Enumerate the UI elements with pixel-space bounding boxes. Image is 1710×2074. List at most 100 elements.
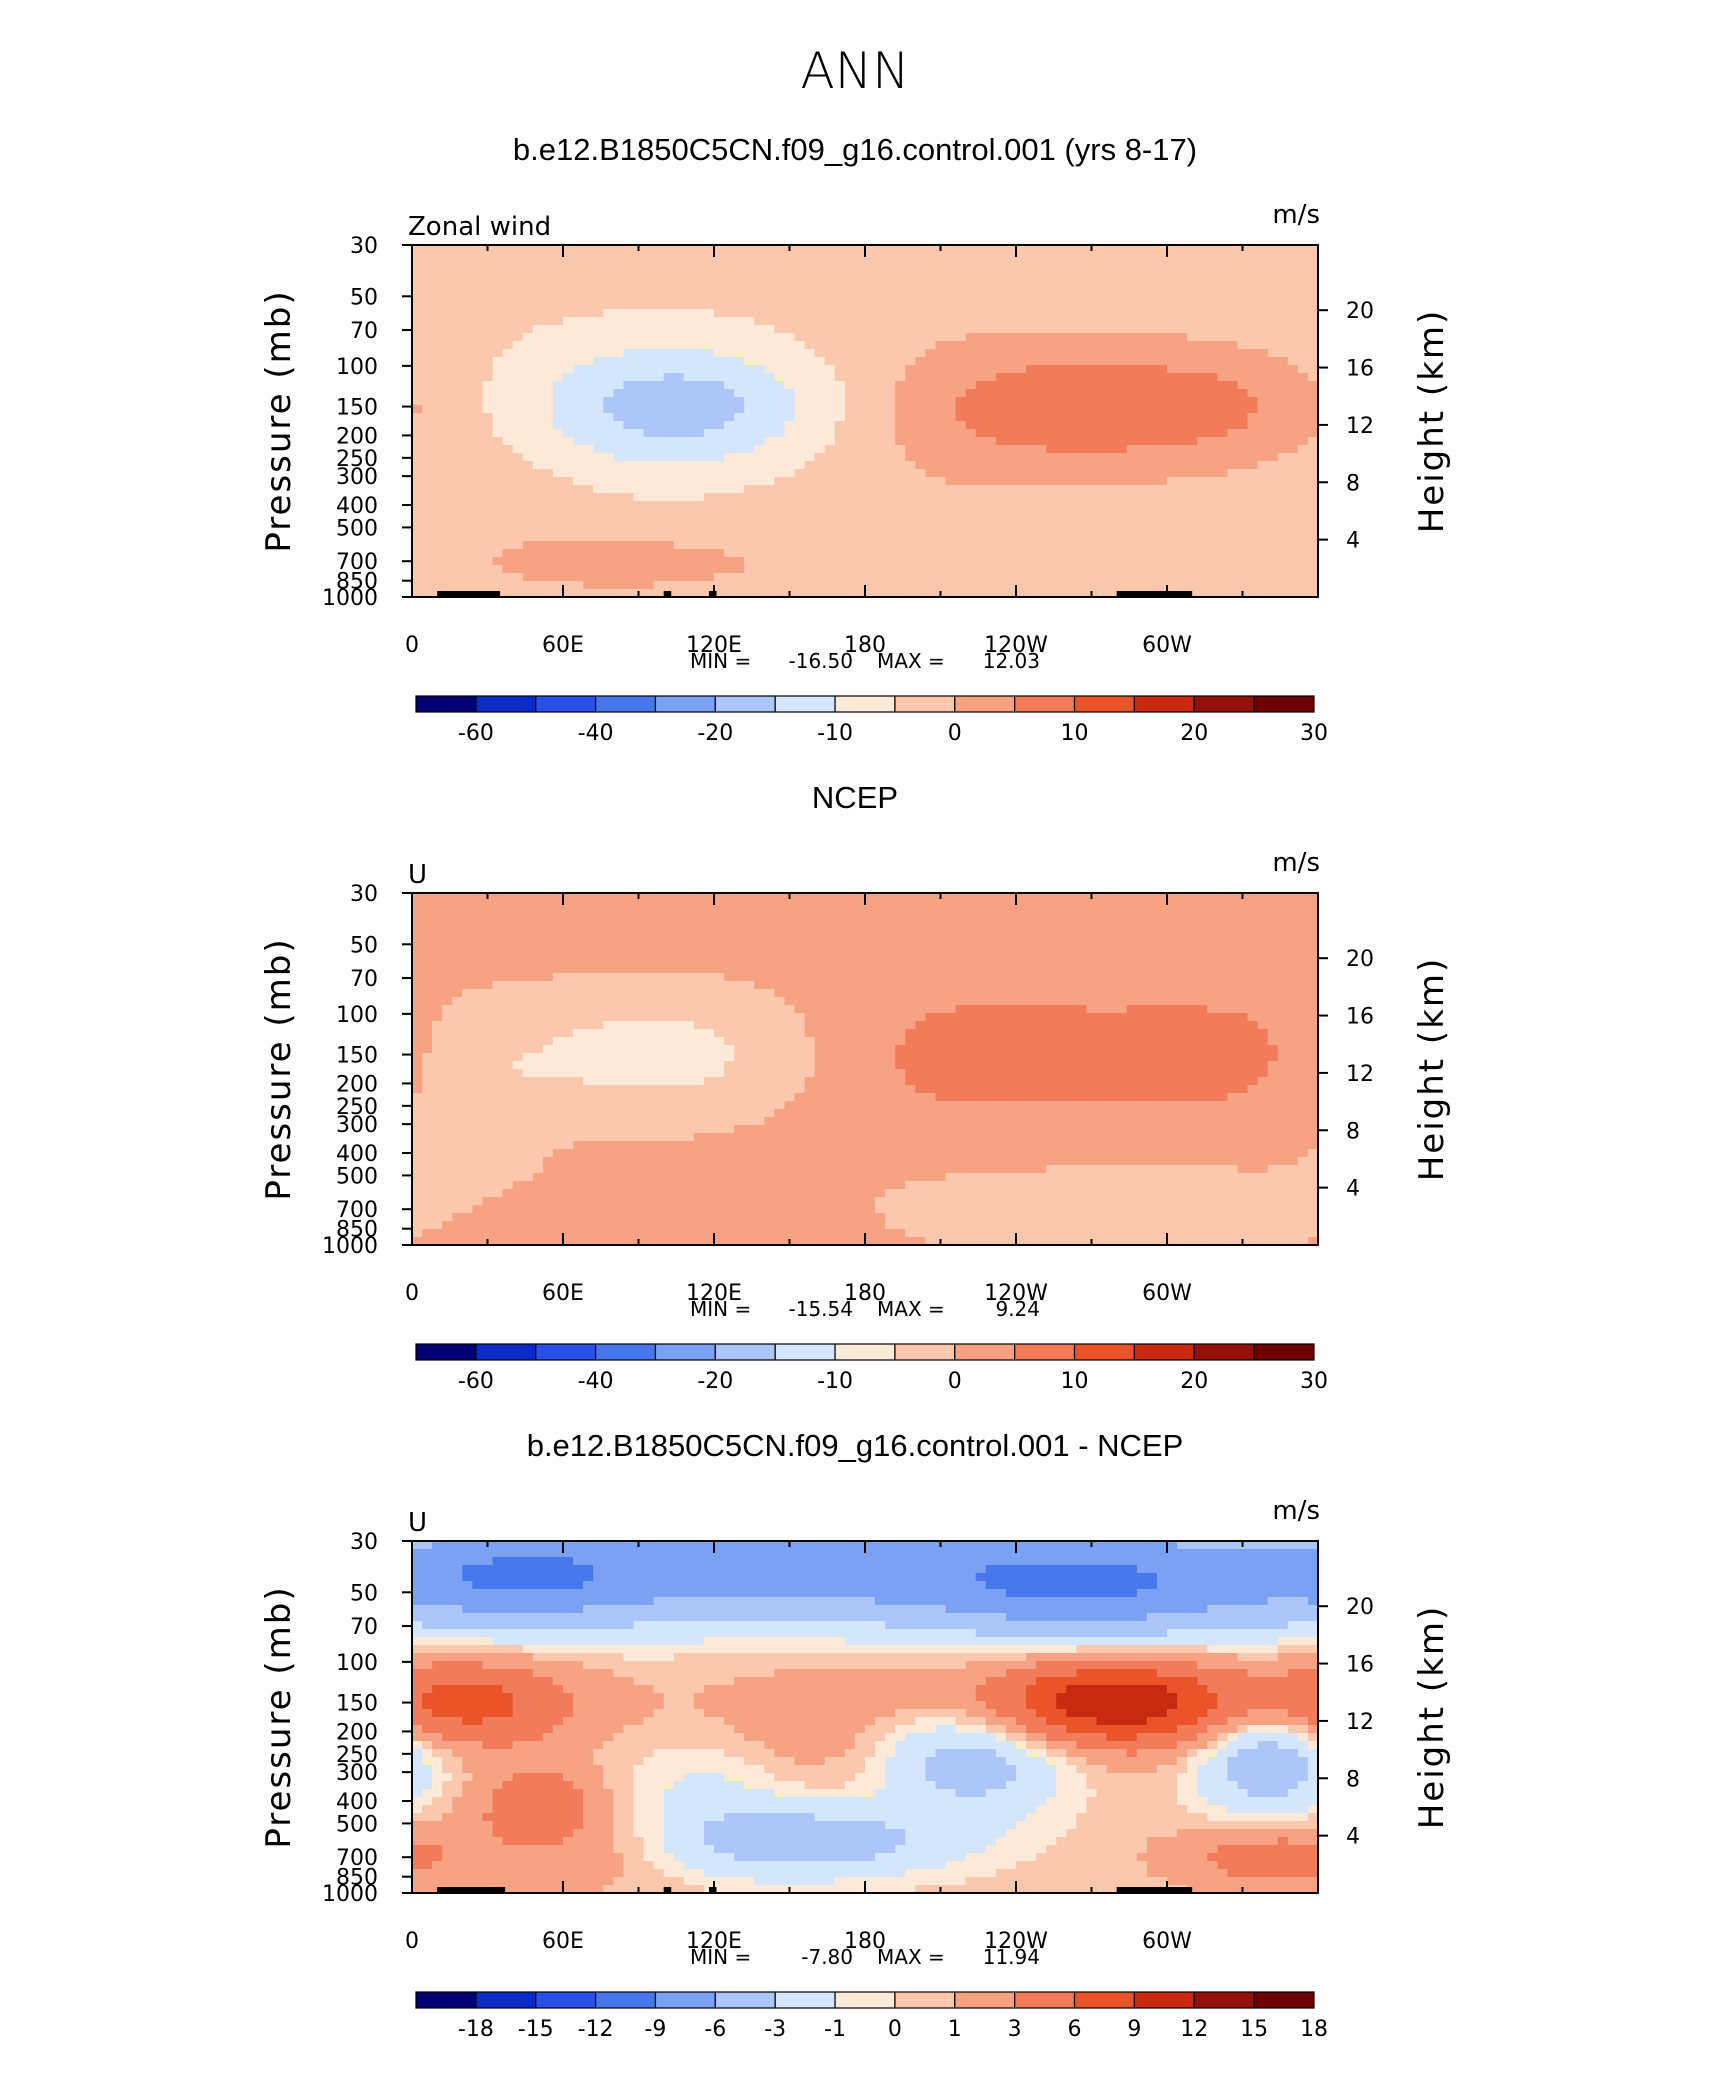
- contour-cell: [603, 477, 614, 486]
- contour-cell: [673, 541, 685, 550]
- contour-cell: [472, 261, 484, 270]
- contour-cell: [915, 917, 926, 926]
- contour-cell: [1227, 389, 1239, 398]
- contour-cell: [693, 341, 705, 350]
- contour-cell: [965, 941, 977, 950]
- contour-cell: [593, 349, 604, 358]
- contour-cell: [522, 541, 534, 550]
- contour-cell: [714, 397, 725, 406]
- contour-cell: [1056, 309, 1067, 318]
- contour-cell: [583, 413, 594, 422]
- contour-cell: [583, 901, 594, 910]
- contour-cell: [1136, 365, 1148, 374]
- contour-cell: [824, 333, 836, 342]
- contour-cell: [1076, 925, 1088, 934]
- contour-cell: [734, 485, 745, 494]
- contour-cell: [492, 565, 504, 574]
- contour-cell: [1076, 901, 1088, 910]
- contour-cell: [935, 573, 947, 582]
- contour-cell: [1146, 389, 1158, 398]
- contour-cell: [985, 357, 997, 366]
- contour-cell: [905, 533, 916, 542]
- contour-cell: [1016, 245, 1027, 254]
- contour-cell: [965, 253, 977, 262]
- contour-cell: [824, 421, 836, 430]
- contour-cell: [1056, 957, 1067, 966]
- contour-cell: [734, 917, 745, 926]
- contour-cell: [683, 565, 695, 574]
- contour-cell: [885, 925, 896, 934]
- contour-cell: [563, 893, 574, 902]
- contour-cell: [1005, 565, 1017, 574]
- contour-cell: [1076, 517, 1088, 526]
- contour-cell: [1046, 421, 1057, 430]
- contour-cell: [854, 245, 866, 254]
- contour-cell: [764, 957, 775, 966]
- contour-cell: [1156, 517, 1168, 526]
- contour-cell: [945, 373, 957, 382]
- contour-cell: [834, 485, 846, 494]
- contour-cell: [412, 381, 423, 390]
- contour-cell: [703, 421, 715, 430]
- contour-cell: [462, 541, 473, 550]
- contour-cell: [995, 509, 1007, 518]
- contour-cell: [492, 933, 504, 942]
- contour-cell: [1106, 957, 1118, 966]
- contour-cell: [935, 373, 947, 382]
- contour-cell: [683, 533, 695, 542]
- contour-cell: [1277, 909, 1289, 918]
- contour-cell: [512, 517, 524, 526]
- contour-cell: [1237, 541, 1249, 550]
- contour-cell: [653, 317, 665, 326]
- contour-cell: [945, 445, 957, 454]
- contour-cell: [432, 941, 443, 950]
- contour-cell: [1136, 309, 1148, 318]
- contour-cell: [1167, 517, 1178, 526]
- contour-cell: [925, 245, 937, 254]
- contour-cell: [683, 453, 695, 462]
- contour-cell: [744, 493, 755, 502]
- contour-cell: [1036, 293, 1047, 302]
- contour-cell: [1197, 421, 1208, 430]
- contour-cell: [1096, 453, 1108, 462]
- contour-cell: [663, 469, 675, 478]
- contour-cell: [452, 277, 463, 286]
- contour-cell: [1227, 589, 1239, 598]
- contour-cell: [945, 917, 957, 926]
- contour-cell: [1297, 509, 1309, 518]
- contour-cell: [593, 893, 604, 902]
- contour-cell: [1136, 525, 1148, 534]
- colorbar-swatch: [954, 695, 1016, 713]
- contour-cell: [452, 541, 463, 550]
- contour-cell: [593, 581, 604, 590]
- contour-cell: [673, 309, 685, 318]
- contour-cell: [714, 469, 725, 478]
- contour-cell: [1016, 493, 1027, 502]
- contour-cell: [452, 485, 463, 494]
- contour-cell: [865, 421, 876, 430]
- contour-cell: [1217, 589, 1228, 598]
- contour-cell: [1217, 325, 1228, 334]
- contour-cell: [1156, 309, 1168, 318]
- contour-cell: [1307, 285, 1319, 294]
- contour-cell: [563, 493, 574, 502]
- contour-cell: [1156, 949, 1168, 958]
- contour-cell: [1116, 933, 1128, 942]
- contour-cell: [915, 293, 926, 302]
- contour-cell: [532, 365, 544, 374]
- contour-cell: [1136, 893, 1148, 902]
- contour-cell: [1026, 301, 1037, 310]
- contour-cell: [1177, 373, 1188, 382]
- contour-cell: [915, 269, 926, 278]
- contour-cell: [472, 317, 484, 326]
- contour-cell: [563, 317, 574, 326]
- contour-cell: [1227, 501, 1239, 510]
- contour-cell: [1297, 293, 1309, 302]
- contour-cell: [1227, 941, 1239, 950]
- contour-cell: [1277, 525, 1289, 534]
- contour-cell: [482, 509, 494, 518]
- contour-cell: [613, 957, 624, 966]
- contour-cell: [703, 461, 715, 470]
- contour-cell: [542, 341, 554, 350]
- contour-cell: [814, 261, 826, 270]
